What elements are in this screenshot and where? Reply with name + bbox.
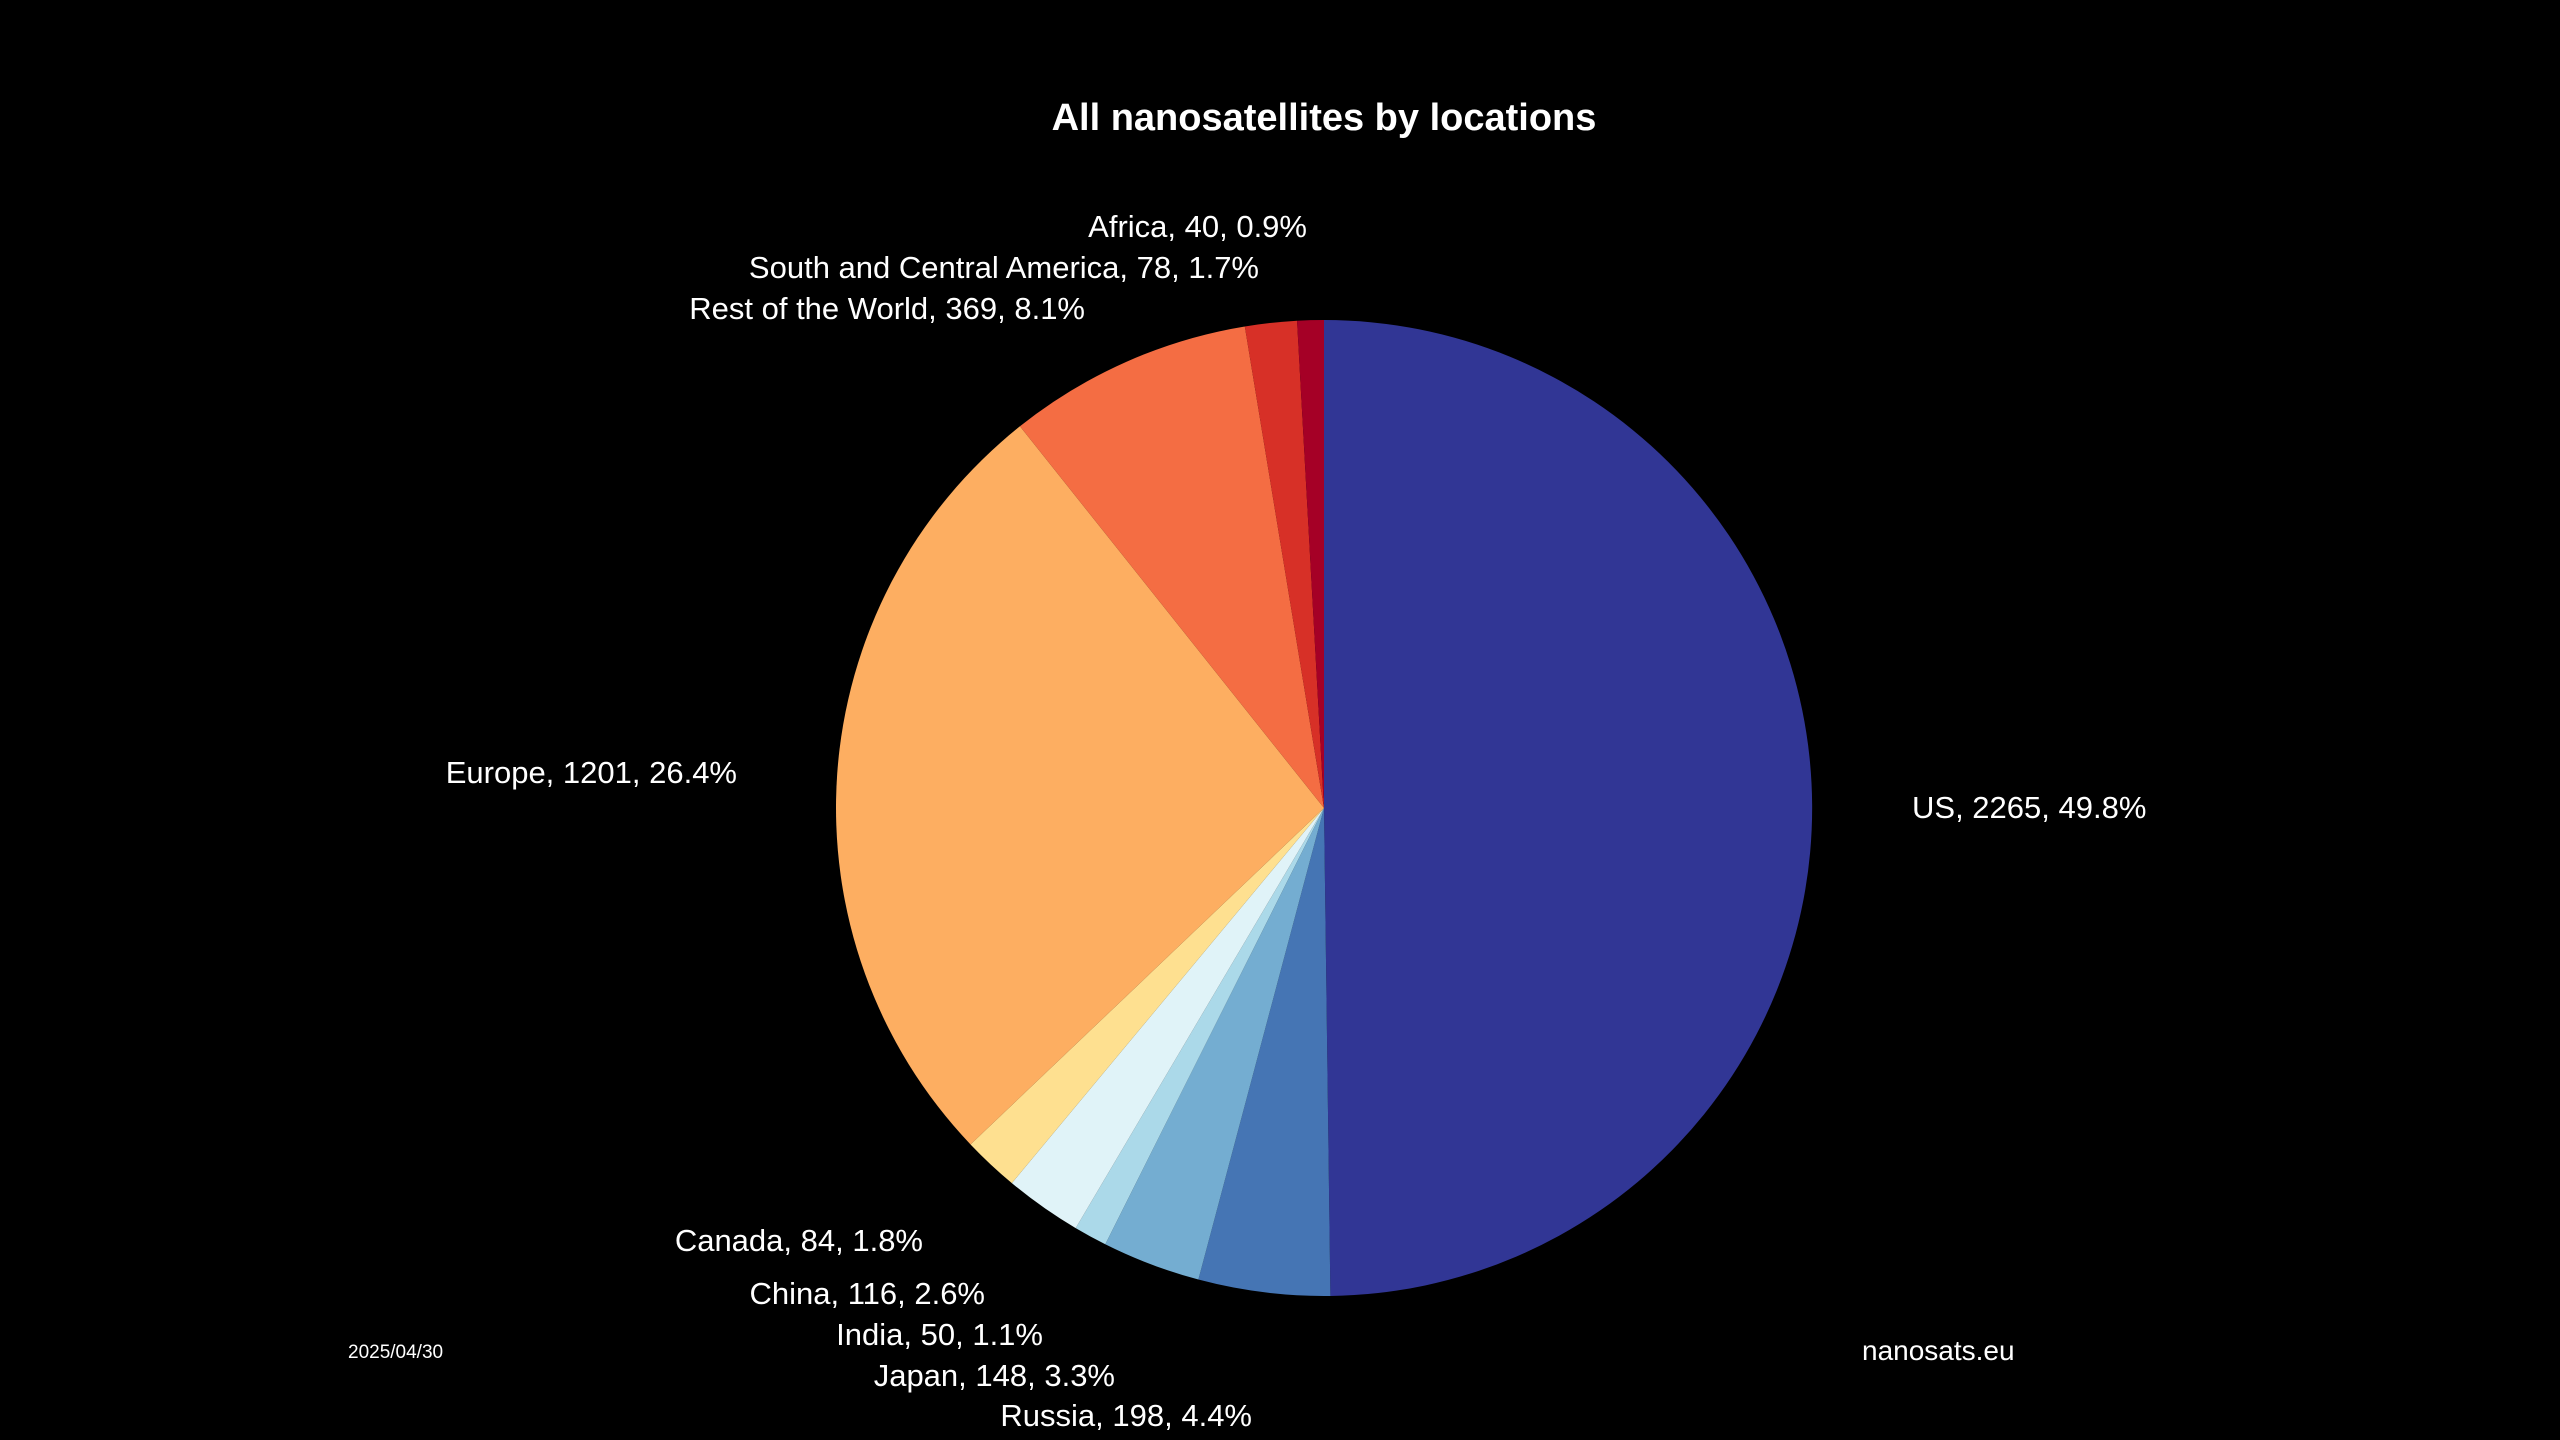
- pie-slice-russia: [1198, 808, 1331, 1297]
- slice-label-canada: Canada, 84, 1.8%: [675, 1223, 923, 1258]
- slice-label-africa: Africa, 40, 0.9%: [1088, 209, 1307, 244]
- pie-slice-us: [1324, 319, 1813, 1296]
- slice-label-russia: Russia, 198, 4.4%: [1000, 1398, 1252, 1433]
- slice-label-china: China, 116, 2.6%: [749, 1276, 985, 1311]
- chart-title: All nanosatellites by locations: [1052, 97, 1597, 139]
- pie-slice-japan: [1105, 808, 1324, 1280]
- pie-slice-india: [1075, 808, 1324, 1245]
- slice-labels: US, 2265, 49.8% Russia, 198, 4.4% Japan, 1…: [446, 209, 2147, 1433]
- pie-slice-canada: [970, 808, 1324, 1184]
- slice-label-us: US, 2265, 49.8%: [1912, 790, 2146, 825]
- pie-slices: [836, 319, 1813, 1297]
- pie-slice-south-and-central-america: [1244, 320, 1324, 808]
- pie-slice-europe: [836, 426, 1324, 1145]
- pie-slice-africa: [1297, 320, 1324, 808]
- slice-label-japan: Japan, 148, 3.3%: [874, 1358, 1115, 1393]
- footer-source: nanosats.eu: [1862, 1335, 2015, 1366]
- slice-label-india: India, 50, 1.1%: [836, 1317, 1043, 1352]
- slice-label-rest-of-the-world: Rest of the World, 369, 8.1%: [689, 291, 1085, 326]
- pie-slice-china: [1011, 808, 1324, 1229]
- slice-label-south-and-central-america: South and Central America, 78, 1.7%: [749, 250, 1259, 285]
- pie-slice-rest-of-the-world: [1019, 326, 1324, 808]
- footer-date: 2025/04/30: [348, 1342, 443, 1363]
- slice-label-europe: Europe, 1201, 26.4%: [446, 755, 737, 790]
